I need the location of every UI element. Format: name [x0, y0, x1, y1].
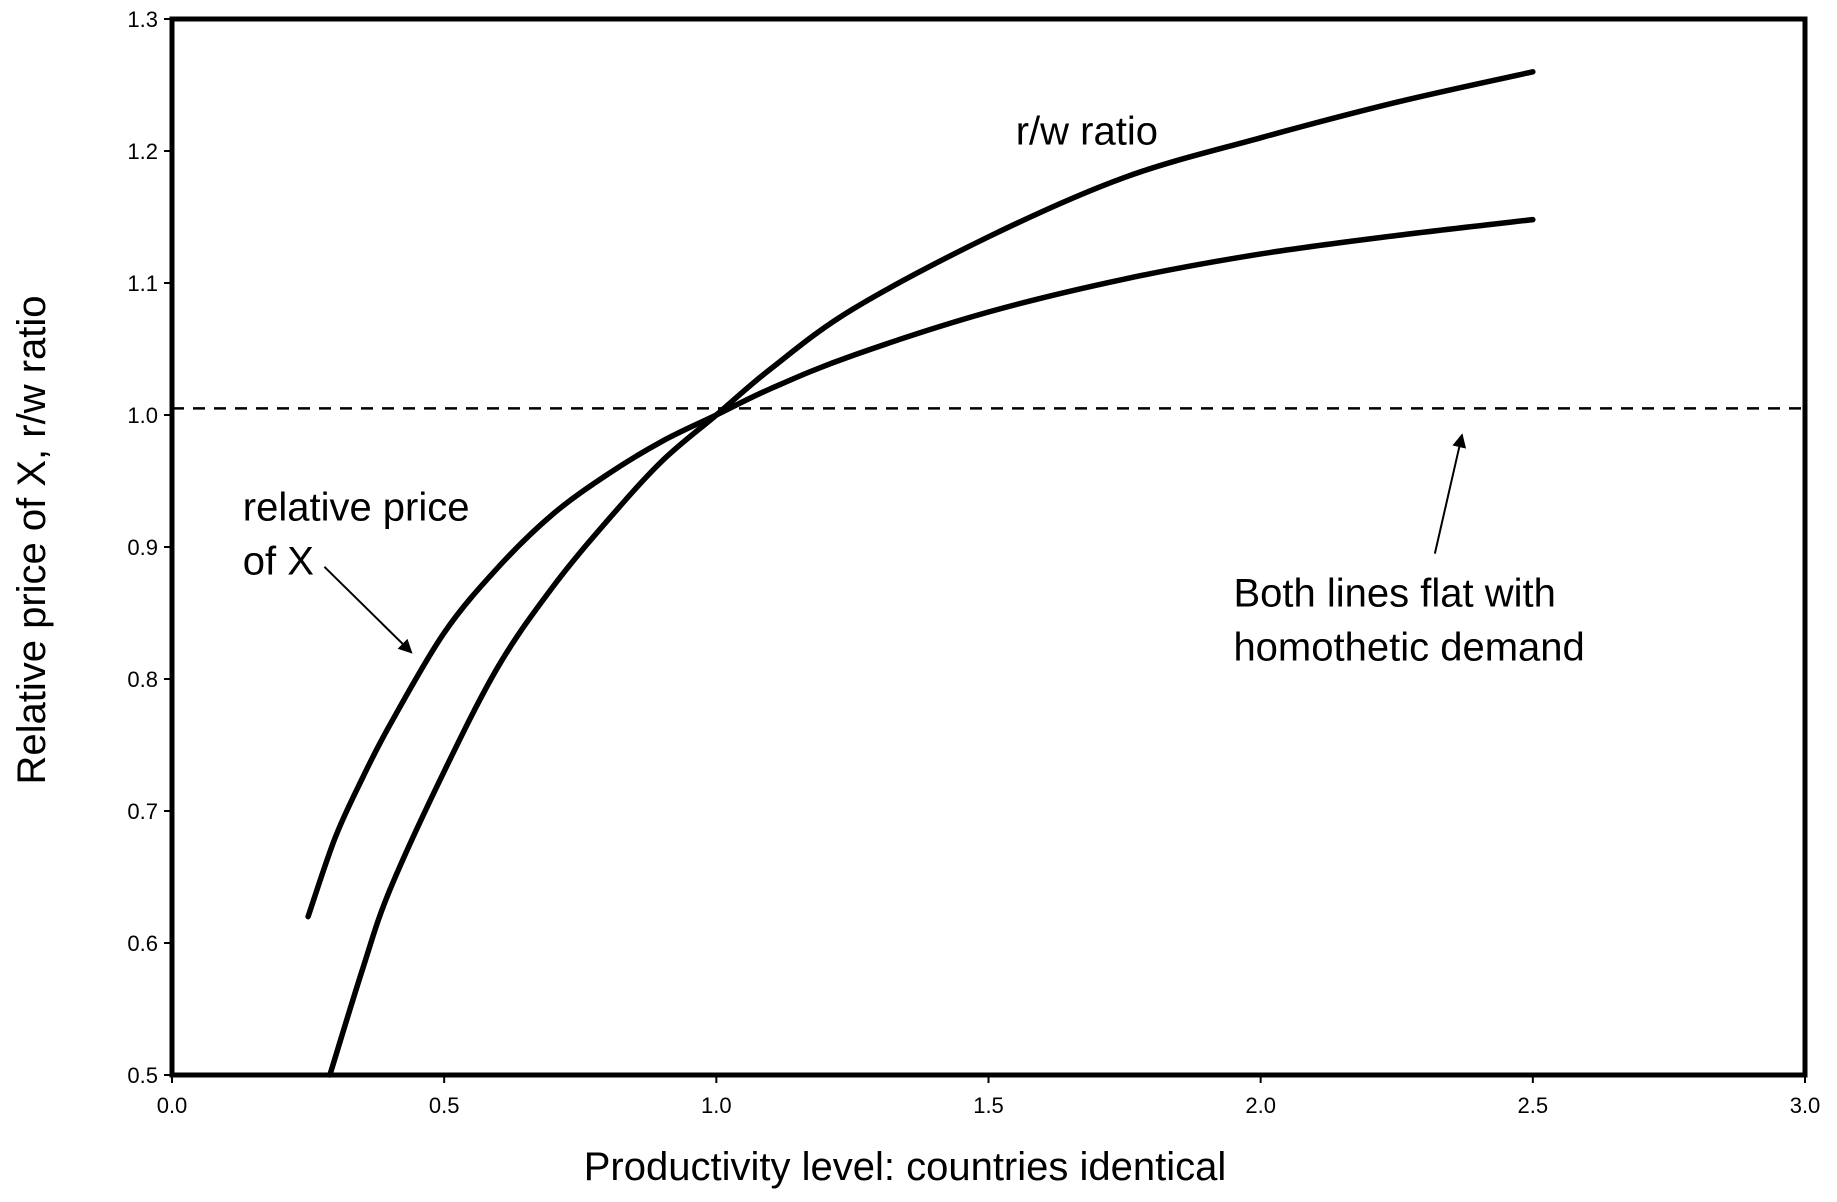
x-tick-label: 0.0	[157, 1093, 188, 1118]
y-tick-label: 0.8	[127, 667, 158, 692]
y-axis-title: Relative price of X, r/w ratio	[10, 295, 54, 784]
series-layer	[172, 69, 1805, 1078]
y-tick-label: 1.1	[127, 271, 158, 296]
x-tick-label: 0.5	[429, 1093, 460, 1118]
y-tick-label: 0.5	[127, 1063, 158, 1088]
x-tick-label: 1.0	[701, 1093, 732, 1118]
x-tick-label: 2.0	[1245, 1093, 1276, 1118]
y-tick-label: 0.7	[127, 799, 158, 824]
annotation-line: homothetic demand	[1233, 625, 1584, 669]
annotation-rw: r/w ratio	[1016, 109, 1158, 153]
y-tick-label: 1.3	[127, 7, 158, 32]
annotation-flat: Both lines flat with homothetic demand	[1233, 571, 1584, 669]
annotation-arrow	[1433, 433, 1467, 554]
axes-layer: 0.0 0.5 1.0 1.5 2.0 2.5 3.0 0.5 0.6 0.7 0.8 0.9 1.0 1…	[127, 7, 1820, 1118]
series-line-1	[305, 216, 1536, 920]
y-tick-label: 0.6	[127, 931, 158, 956]
annotation-price: relative price of X	[243, 486, 470, 584]
y-tick-label: 0.9	[127, 535, 158, 560]
x-tick-label: 2.5	[1518, 1093, 1549, 1118]
y-tick-label: 1.2	[127, 139, 158, 164]
annotation-line: relative price	[243, 486, 470, 530]
x-tick-label: 1.5	[973, 1093, 1004, 1118]
annotation-line: Both lines flat with	[1233, 571, 1555, 615]
annotation-layer: r/w ratio relative price of X Both lines fl…	[243, 109, 1585, 669]
y-tick-label: 1.0	[127, 403, 158, 428]
plot-frame	[169, 16, 1808, 1078]
x-axis-title: Productivity level: countries identical	[584, 1145, 1227, 1189]
annotation-arrow	[323, 566, 413, 654]
x-tick-label: 3.0	[1790, 1093, 1821, 1118]
annotation-line: r/w ratio	[1016, 109, 1158, 153]
annotation-line: of X	[243, 540, 314, 584]
